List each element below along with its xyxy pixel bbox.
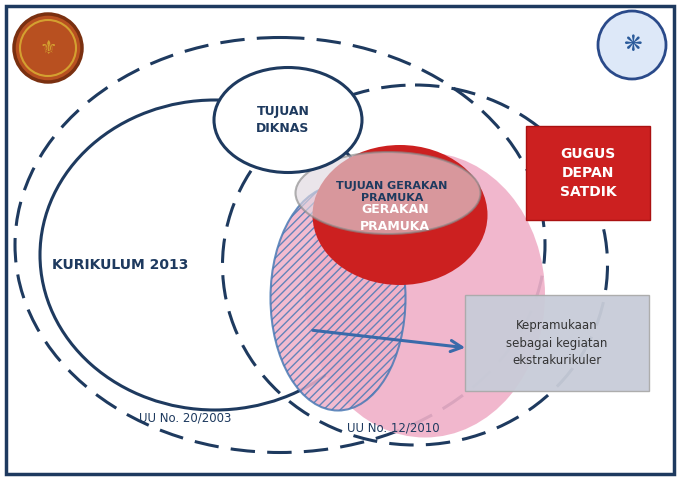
Text: Kepramukaan
sebagai kegiatan
ekstrakurikuler: Kepramukaan sebagai kegiatan ekstrakurik…	[507, 319, 608, 368]
FancyBboxPatch shape	[465, 295, 649, 391]
Text: UU No. 12/2010: UU No. 12/2010	[347, 421, 439, 434]
Ellipse shape	[313, 145, 488, 285]
Ellipse shape	[305, 153, 545, 437]
Text: GERAKAN
PRAMUKA: GERAKAN PRAMUKA	[360, 203, 430, 233]
Circle shape	[14, 14, 82, 82]
Ellipse shape	[271, 185, 405, 410]
Text: TUJUAN
DIKNAS: TUJUAN DIKNAS	[256, 105, 309, 135]
Text: KURIKULUM 2013: KURIKULUM 2013	[52, 258, 188, 272]
Text: GUGUS
DEPAN
SATDIK: GUGUS DEPAN SATDIK	[560, 146, 616, 200]
FancyBboxPatch shape	[6, 6, 674, 474]
Text: ❋: ❋	[623, 35, 641, 55]
FancyBboxPatch shape	[526, 126, 650, 220]
Circle shape	[20, 20, 76, 76]
Text: TUJUAN GERAKAN
PRAMUKA: TUJUAN GERAKAN PRAMUKA	[337, 181, 447, 203]
Ellipse shape	[214, 68, 362, 172]
Ellipse shape	[296, 152, 481, 234]
Circle shape	[598, 11, 666, 79]
Text: ⚜: ⚜	[39, 38, 56, 58]
Text: UU No. 20/2003: UU No. 20/2003	[139, 411, 231, 424]
